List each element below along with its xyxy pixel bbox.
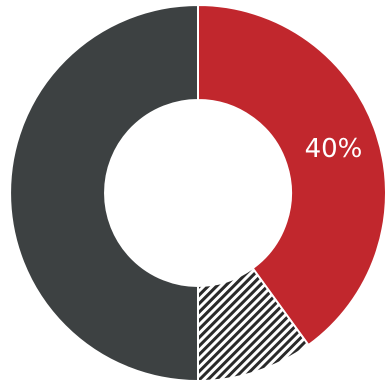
donut-labels: 40% <box>305 134 363 164</box>
donut-slices <box>9 3 387 383</box>
donut-slice-1 <box>197 3 387 347</box>
donut-slice-3 <box>9 3 199 383</box>
donut-slice-1-label: 40% <box>305 134 363 164</box>
